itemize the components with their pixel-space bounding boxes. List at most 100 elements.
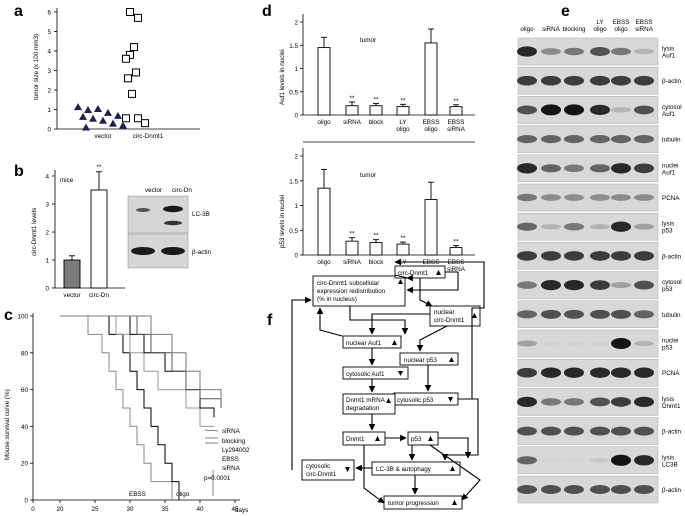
node-dnmt1-label: Dnmt1 [346, 436, 365, 443]
blot-band [590, 164, 610, 173]
bar [317, 187, 331, 256]
scatter-point-circ [141, 119, 149, 128]
blot-band [517, 456, 537, 465]
blot-band [541, 48, 561, 55]
blot-row-label: lysis [662, 46, 674, 53]
lane-header: oligo [614, 26, 628, 33]
blot-band [634, 251, 654, 261]
blot-band [517, 135, 537, 144]
blot-band [564, 47, 584, 56]
panel-c-label-blocking: blocking [222, 438, 246, 445]
blot-band [517, 193, 537, 202]
y-tick-label: 0 [294, 113, 298, 120]
blot-band [541, 309, 561, 319]
blot-band [564, 367, 584, 378]
significance-mark: ** [401, 235, 406, 242]
arrow [316, 307, 343, 337]
scatter-point-circ [128, 89, 136, 98]
blot-band [611, 282, 631, 289]
node-cytosolic-auf1 [342, 366, 409, 380]
x-tick-label: siRNA [447, 126, 466, 133]
panel-b-x-label-circ: circ-Dn [89, 292, 109, 299]
panel-e-headers: oligo siRNA blockingLYoligoEBSSoligoEBSSsi… [520, 19, 653, 33]
panel-b-y-label: circ-Dnmt1 levels [31, 208, 38, 256]
y-tick-label: 0.5 [289, 89, 298, 96]
panel-c-label-ebss-sirna-2: siRNA [222, 465, 241, 472]
panel-f: f circ-Dnmt1 subcellular expression redi… [267, 258, 485, 510]
blot-row-label: tubulin [662, 137, 681, 144]
blot-band [611, 221, 631, 232]
scatter-point-circ [134, 13, 142, 22]
panel-c-label-ebss-sirna-1: EBSS [222, 456, 239, 463]
band [131, 247, 155, 255]
y-tick-label: 0 [24, 498, 28, 505]
node-cytosolic-p53-label: cytosolic p53 [397, 397, 434, 404]
blot-band [564, 279, 584, 291]
survival-curve [60, 315, 214, 427]
blot-band [541, 398, 561, 406]
blot-band [564, 194, 584, 201]
y-tick-label: 1 [294, 66, 298, 73]
panel-a-points [74, 8, 149, 131]
blot-band [541, 367, 561, 378]
bar [369, 242, 383, 256]
panel-c-label-ebss: EBSS [129, 491, 146, 498]
y-tick-label: 4 [47, 49, 51, 56]
blot-band [590, 397, 610, 407]
blot-band [590, 280, 610, 290]
significance-mark: ** [350, 231, 355, 238]
x-tick-label: 20 [56, 506, 64, 513]
blot-band [590, 47, 610, 56]
band [163, 205, 183, 213]
blot-row-label: p53 [662, 286, 673, 293]
panel-d-top-title: tumor [360, 37, 376, 44]
arrow [441, 398, 479, 461]
blot-row-label: nuclei [662, 338, 678, 345]
y-tick-label: 60 [21, 387, 29, 394]
y-tick-label: 2 [294, 20, 298, 27]
panel-a-x-label-circ: circ-Dnmt1 [133, 133, 164, 140]
panel-c-curves [60, 315, 222, 500]
x-tick-label: oligo [317, 119, 331, 126]
blot-band [611, 75, 631, 86]
panel-d-bottom-bars: ** ** ** ** [317, 168, 463, 256]
blot-band [541, 224, 561, 230]
blot-band [541, 194, 561, 201]
scatter-point-circ [130, 43, 138, 52]
arrow [291, 296, 312, 470]
panel-c-y-label: Mouse survival curve (%) [4, 389, 11, 460]
significance-mark: ** [374, 233, 379, 240]
blot-band [590, 457, 610, 463]
x-tick-label: 0 [31, 506, 35, 513]
blot-band [634, 426, 654, 436]
blot-band [541, 135, 561, 144]
x-tick-label: oligo [317, 259, 331, 266]
blot-band [517, 163, 537, 174]
blot-band [541, 75, 561, 86]
blot-band [517, 222, 537, 231]
up-arrow-icon [398, 279, 403, 284]
y-tick-label: 0 [294, 253, 298, 260]
panel-b-blot-label-lc3b: LC-3B [192, 211, 210, 218]
blot-band [611, 47, 631, 56]
blot-band [590, 135, 610, 144]
node-cytosolic-circ-line2: circ-Dnmt1 [306, 471, 337, 478]
y-tick-label: 2 [47, 88, 51, 95]
y-tick-label: 20 [21, 461, 29, 468]
blot-band [590, 426, 610, 436]
survival-curve [60, 315, 215, 418]
leader-line [204, 429, 219, 432]
band [164, 220, 182, 226]
blot-band [634, 223, 654, 230]
panel-d: d 00.511.52 Auf1 levels in nuclei tumor … [262, 3, 475, 273]
panel-c-pvalue: p=0.0001 [204, 475, 231, 482]
y-tick-label: 100 [17, 314, 28, 321]
y-tick-label: 0 [45, 286, 49, 293]
blot-band [590, 104, 610, 116]
blot-band [564, 341, 584, 346]
blot-band [541, 426, 561, 436]
panel-e-letter: e [561, 3, 570, 20]
node-redistribution-line1: circ-Dnmt1 subcellular [317, 280, 379, 287]
blot-band [517, 75, 537, 86]
x-tick-label: LY [399, 119, 407, 126]
